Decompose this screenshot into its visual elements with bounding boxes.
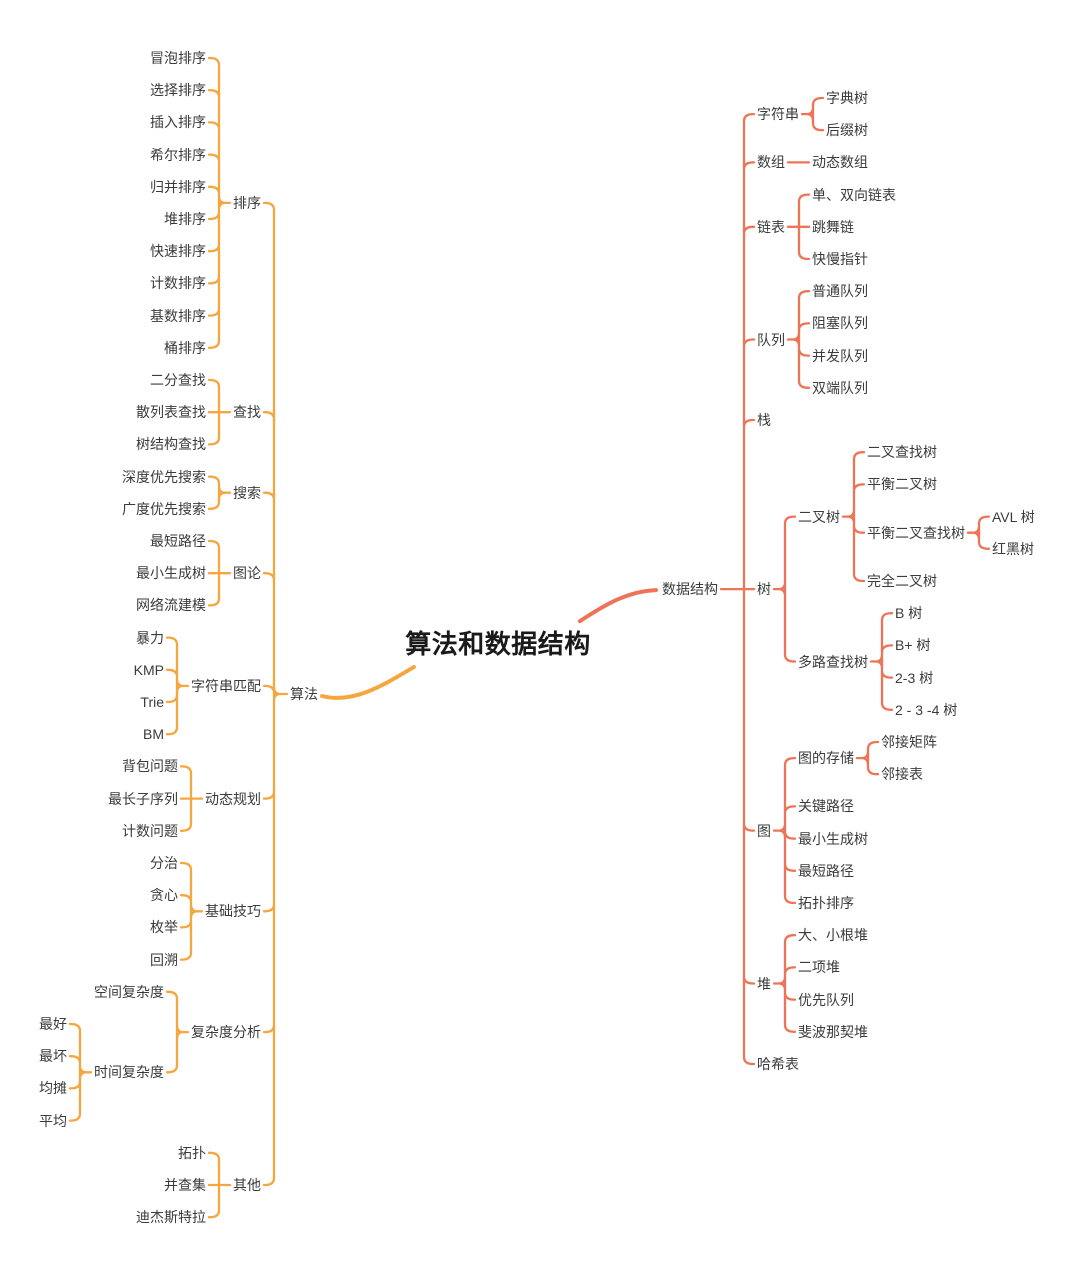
mindmap-node[interactable]: 排序 bbox=[233, 194, 261, 211]
mindmap-node[interactable]: 背包问题 bbox=[122, 758, 178, 775]
mindmap-node[interactable]: 其他 bbox=[233, 1177, 261, 1193]
mindmap-node[interactable]: 分治 bbox=[150, 855, 178, 871]
mindmap-node[interactable]: 快速排序 bbox=[150, 243, 206, 260]
mindmap-node[interactable]: 字符串匹配 bbox=[191, 677, 261, 694]
mindmap-node[interactable]: 双端队列 bbox=[812, 379, 868, 396]
central-topic[interactable]: 算法和数据结构 bbox=[405, 629, 591, 659]
mindmap-node[interactable]: 最短路径 bbox=[798, 862, 854, 879]
mindmap-node[interactable]: 复杂度分析 bbox=[191, 1024, 261, 1041]
mindmap-node[interactable]: 二项堆 bbox=[798, 959, 840, 976]
mindmap-node[interactable]: 树 bbox=[757, 581, 771, 598]
mindmap-node[interactable]: 动态数组 bbox=[812, 154, 868, 171]
mindmap-node[interactable]: 平均 bbox=[39, 1112, 67, 1129]
branch-line bbox=[719, 96, 991, 1066]
mindmap-node[interactable]: 红黑树 bbox=[992, 540, 1034, 557]
mindmap-node[interactable]: 2-3 树 bbox=[895, 669, 934, 686]
mindmap-node[interactable]: 斐波那契堆 bbox=[798, 1023, 868, 1040]
mindmap-node[interactable]: 图论 bbox=[233, 565, 261, 582]
mindmap-node[interactable]: 时间复杂度 bbox=[94, 1064, 164, 1081]
mindmap-node[interactable]: 多路查找树 bbox=[798, 653, 868, 670]
mindmap-node[interactable]: 堆排序 bbox=[164, 211, 206, 227]
mindmap-node[interactable]: 栈 bbox=[757, 412, 771, 428]
mindmap-node[interactable]: 并发队列 bbox=[812, 347, 868, 364]
mindmap-node[interactable]: 最小生成树 bbox=[136, 565, 206, 582]
mindmap-node[interactable]: 平衡二叉树 bbox=[867, 476, 937, 493]
mindmap-node[interactable]: 拓扑 bbox=[178, 1144, 206, 1161]
mindmap-node[interactable]: Trie bbox=[140, 694, 164, 710]
mindmap-node[interactable]: 最坏 bbox=[39, 1048, 67, 1065]
mindmap-node[interactable]: 基础技巧 bbox=[205, 903, 261, 920]
mindmap-node[interactable]: 跳舞链 bbox=[812, 218, 854, 235]
mindmap-node[interactable]: 广度优先搜索 bbox=[122, 500, 206, 517]
mindmap-node[interactable]: 归并排序 bbox=[150, 178, 206, 195]
mindmap-node[interactable]: 散列表查找 bbox=[136, 404, 206, 421]
mindmap-node[interactable]: 计数问题 bbox=[122, 822, 178, 839]
mindmap-node[interactable]: 二分查找 bbox=[150, 372, 206, 388]
mindmap-node[interactable]: 数据结构 bbox=[662, 581, 718, 598]
mindmap-node[interactable]: AVL 树 bbox=[992, 508, 1035, 525]
mindmap-node[interactable]: 字典树 bbox=[826, 90, 868, 106]
mindmap-node[interactable]: 最好 bbox=[39, 1016, 67, 1032]
mindmap-node[interactable]: 单、双向链表 bbox=[812, 186, 896, 203]
mindmap-node[interactable]: 二叉查找树 bbox=[867, 444, 937, 461]
mindmap-node[interactable]: 选择排序 bbox=[150, 82, 206, 99]
mindmap-node[interactable]: 堆 bbox=[757, 975, 771, 992]
branch-line bbox=[68, 56, 289, 1219]
mindmap-node[interactable]: 图的存储 bbox=[798, 750, 854, 767]
mindmap-node[interactable]: 希尔排序 bbox=[150, 146, 206, 163]
mindmap-node[interactable]: 暴力 bbox=[136, 629, 164, 646]
mindmap-node[interactable]: 空间复杂度 bbox=[94, 983, 164, 1000]
mindmap-node[interactable]: 队列 bbox=[757, 331, 785, 348]
mindmap-node[interactable]: 数组 bbox=[757, 154, 785, 171]
mindmap-node[interactable]: 桶排序 bbox=[164, 339, 206, 356]
mindmap-node[interactable]: KMP bbox=[133, 661, 164, 678]
mindmap-node[interactable]: 图 bbox=[757, 822, 771, 839]
mindmap-node[interactable]: 查找 bbox=[233, 404, 261, 421]
mindmap-node[interactable]: 邻接矩阵 bbox=[881, 734, 937, 750]
mindmap-node[interactable]: 平衡二叉查找树 bbox=[867, 524, 965, 541]
mindmap-node[interactable]: 并查集 bbox=[164, 1177, 206, 1193]
mindmap-node[interactable]: 网络流建模 bbox=[136, 597, 206, 614]
mindmap-node[interactable]: B 树 bbox=[895, 605, 923, 622]
mindmap-node[interactable]: 普通队列 bbox=[812, 283, 868, 300]
mindmap-node[interactable]: 拓扑排序 bbox=[798, 895, 854, 911]
mindmap-node[interactable]: 深度优先搜索 bbox=[122, 468, 206, 485]
branch-line bbox=[578, 588, 658, 624]
mindmap-node[interactable]: 大、小根堆 bbox=[798, 927, 868, 944]
mindmap-node[interactable]: 关键路径 bbox=[798, 798, 854, 815]
mindmap-node[interactable]: 阻塞队列 bbox=[812, 315, 868, 332]
mindmap-node[interactable]: 算法 bbox=[290, 686, 318, 702]
mindmap-node[interactable]: 迪杰斯特拉 bbox=[136, 1209, 206, 1226]
mindmap-node[interactable]: 二叉树 bbox=[798, 508, 840, 525]
mindmap-node[interactable]: 优先队列 bbox=[798, 991, 854, 1008]
mindmap-node[interactable]: 回溯 bbox=[150, 951, 178, 968]
mindmap-node[interactable]: 动态规划 bbox=[205, 790, 261, 807]
mindmap-node[interactable]: B+ 树 bbox=[895, 637, 931, 654]
mindmap-node[interactable]: 完全二叉树 bbox=[867, 573, 937, 589]
mindmap-node[interactable]: 均摊 bbox=[39, 1080, 67, 1097]
mindmap-node[interactable]: BM bbox=[143, 726, 164, 743]
mindmap-node[interactable]: 冒泡排序 bbox=[150, 50, 206, 66]
mindmap-node[interactable]: 插入排序 bbox=[150, 114, 206, 131]
mindmap-node[interactable]: 基数排序 bbox=[150, 307, 206, 324]
mindmap-node[interactable]: 快慢指针 bbox=[812, 251, 868, 267]
mindmap-node[interactable]: 贪心 bbox=[150, 887, 178, 904]
mindmap-node[interactable]: 计数排序 bbox=[150, 275, 206, 292]
mindmap-node[interactable]: 2 - 3 -4 树 bbox=[895, 701, 958, 718]
mindmap-node[interactable]: 后缀树 bbox=[826, 122, 868, 139]
mindmap-node[interactable]: 链表 bbox=[757, 218, 785, 235]
mindmap-node[interactable]: 最长子序列 bbox=[108, 790, 178, 807]
mindmap-node[interactable]: 最小生成树 bbox=[798, 830, 868, 847]
mindmap-node[interactable]: 字符串 bbox=[757, 106, 799, 123]
mindmap-node[interactable]: 最短路径 bbox=[150, 533, 206, 549]
mindmap-node[interactable]: 搜索 bbox=[233, 484, 261, 501]
mindmap-node[interactable]: 树结构查找 bbox=[136, 436, 206, 453]
mindmap-node[interactable]: 邻接表 bbox=[881, 766, 923, 783]
mindmap-node[interactable]: 枚举 bbox=[150, 919, 178, 936]
branch-line bbox=[320, 665, 416, 700]
mindmap-node[interactable]: 哈希表 bbox=[757, 1056, 799, 1072]
